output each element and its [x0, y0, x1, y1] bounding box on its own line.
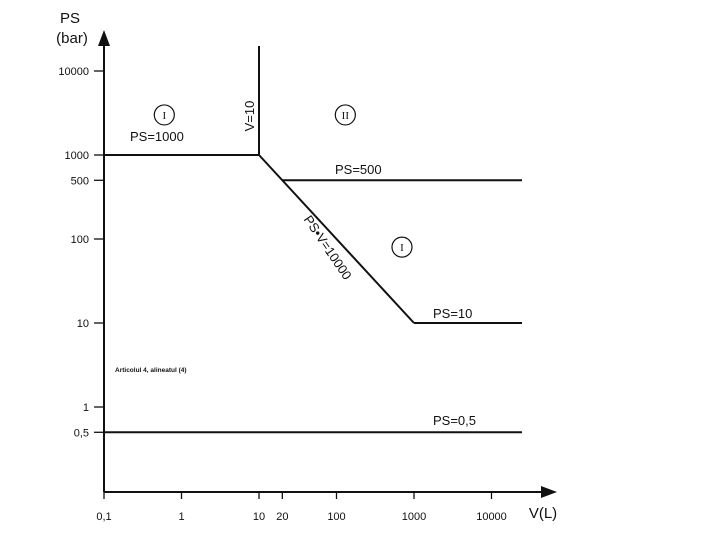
x-tick-label: 0,1	[96, 511, 111, 523]
y-tick-label: 0,5	[74, 427, 89, 439]
article-note: Articolul 4, alineatul (4)	[115, 367, 187, 374]
zone-label: I	[162, 110, 166, 122]
zone-label: II	[342, 110, 350, 122]
boundary-label: PS•V=10000	[301, 212, 355, 282]
boundary-label: V=10	[242, 101, 257, 132]
x-tick-label: 100	[327, 511, 345, 523]
ticks: 0,1 1 10 20 100 1000 10000 0,5 1 10 100 500 1000 1000…	[58, 66, 506, 523]
boundary-label: PS=500	[335, 162, 382, 177]
y-tick-label: 10	[77, 318, 89, 330]
y-axis-arrow	[98, 30, 110, 46]
zone-circle	[153, 104, 175, 126]
x-tick-label: 10	[253, 511, 265, 523]
boundary-label: PS=10	[433, 306, 472, 321]
boundary-label: PS=0,5	[433, 413, 476, 428]
zone-circle	[391, 236, 413, 258]
boundary-lines	[104, 46, 522, 434]
axes	[98, 30, 557, 498]
y-axis-title-line1: PS	[60, 10, 80, 27]
x-tick-label: 10000	[476, 511, 507, 523]
zone-markers: I III	[153, 104, 413, 258]
x-axis-arrow	[541, 486, 557, 498]
y-axis-title-line2: (bar)	[56, 30, 88, 47]
x-axis-title: V(L)	[529, 505, 557, 522]
y-tick-label: 1	[83, 402, 89, 414]
zone-label: I	[400, 242, 404, 254]
y-tick-label: 500	[71, 175, 89, 187]
y-tick-label: 1000	[65, 150, 89, 162]
boundary-label: PS=1000	[130, 129, 184, 144]
y-tick-label: 100	[71, 234, 89, 246]
zone-circle	[334, 104, 356, 126]
boundary-line	[258, 154, 415, 324]
boundary-labels: PS=1000 V=10 PS•V=10000 PS=500 PS=10 PS=0,5	[130, 101, 476, 428]
y-tick-label: 10000	[58, 66, 89, 78]
x-tick-label: 20	[276, 511, 288, 523]
x-tick-label: 1	[178, 511, 184, 523]
x-tick-label: 1000	[402, 511, 426, 523]
